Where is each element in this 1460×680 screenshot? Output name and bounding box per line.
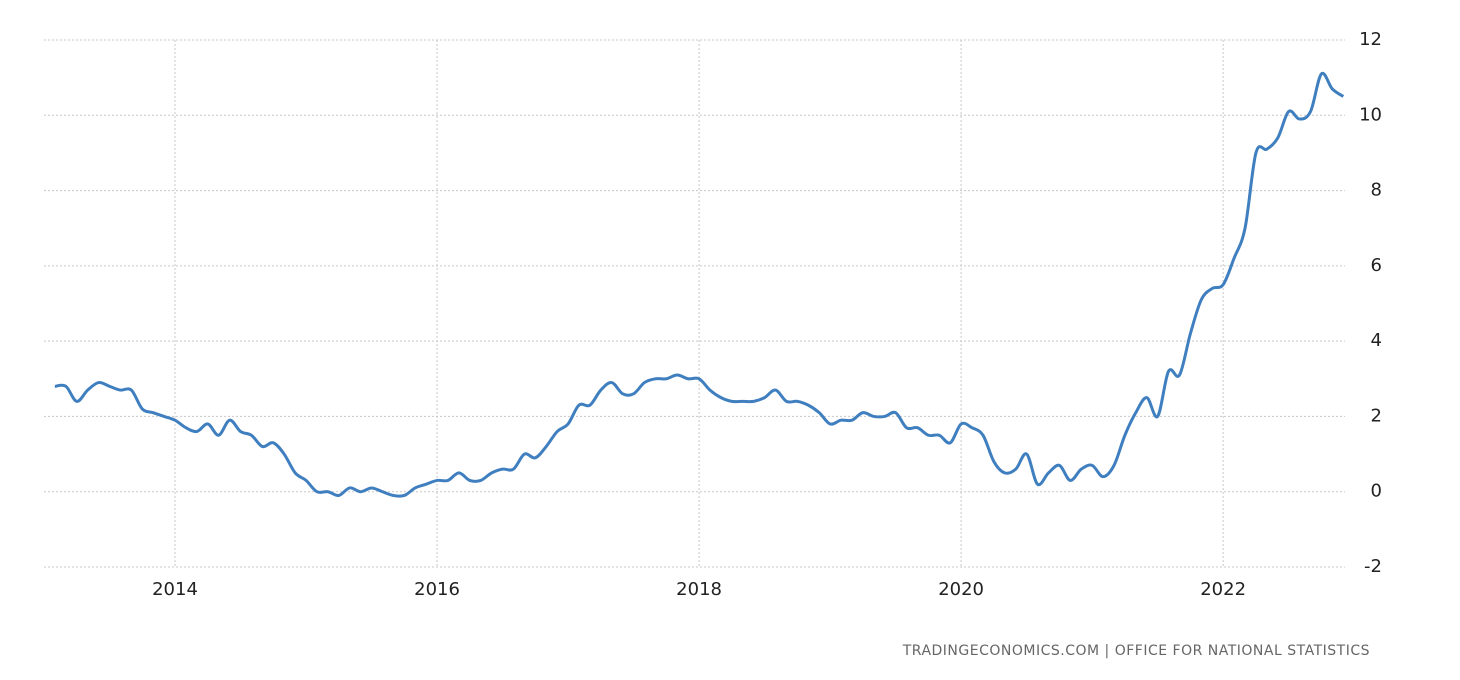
source: TRADINGECONOMICS.COM | OFFICE FOR NATION… — [902, 643, 1370, 659]
y-tick-label: 0 — [1371, 481, 1382, 502]
data-line — [54, 71, 1345, 498]
y-tick-label: 8 — [1371, 180, 1382, 201]
y-tick-label: -2 — [1364, 556, 1382, 577]
y-tick-label: 4 — [1371, 330, 1382, 351]
y-tick-label: 2 — [1371, 405, 1382, 426]
y-tick-label: 6 — [1371, 255, 1382, 276]
x-tick-label: 2020 — [938, 579, 984, 600]
x-tick-label: 2014 — [152, 579, 198, 600]
y-tick-label: 12 — [1359, 29, 1382, 50]
x-tick-label: 2018 — [676, 579, 722, 600]
x-tick-label: 2016 — [414, 579, 460, 600]
y-tick-label: 10 — [1359, 104, 1382, 125]
x-tick-label: 2022 — [1200, 579, 1246, 600]
